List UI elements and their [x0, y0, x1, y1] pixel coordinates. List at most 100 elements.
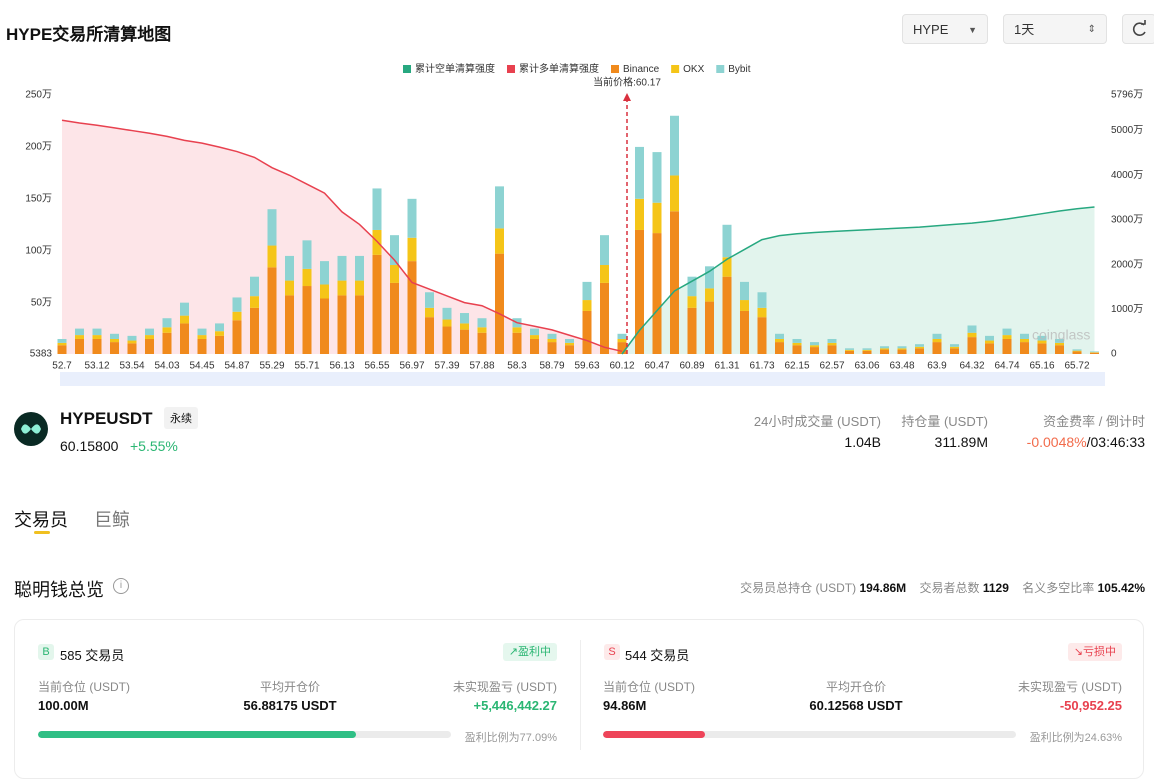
bar-segment — [373, 255, 382, 354]
price-change: +5.55% — [130, 438, 178, 454]
bar-segment — [1055, 345, 1064, 354]
bar-segment — [618, 334, 627, 339]
bar-segment — [425, 292, 434, 308]
legend-label: Binance — [623, 64, 660, 75]
bar-segment — [775, 334, 784, 339]
bar-segment — [688, 308, 697, 354]
bar-segment — [653, 203, 662, 233]
bar-segment — [653, 152, 662, 203]
bar-segment — [1073, 349, 1082, 350]
bar-segment — [408, 261, 417, 354]
bar-segment — [1090, 351, 1099, 352]
stat-label: 名义多空比率 — [1022, 581, 1094, 595]
bar-segment — [565, 345, 574, 354]
refresh-button[interactable] — [1122, 14, 1154, 44]
bar-segment — [338, 281, 347, 296]
field-label: 未实现盈亏 (USDT) — [453, 678, 557, 695]
bar-segment — [145, 335, 154, 339]
bar-segment — [233, 320, 242, 354]
field-label: 平均开仓价 — [756, 678, 956, 695]
bar-segment — [478, 327, 487, 332]
y2-tick-label: 5000万 — [1111, 125, 1143, 136]
bar-segment — [443, 320, 452, 327]
bar-segment — [968, 325, 977, 332]
bar-segment — [460, 330, 469, 354]
bar-segment — [880, 346, 889, 348]
range-slider[interactable] — [60, 372, 1105, 386]
y2-tick-label: 3000万 — [1111, 215, 1143, 226]
x-tick-label: 52.7 — [52, 361, 72, 372]
ratio-track — [38, 731, 451, 738]
bar-segment — [1073, 351, 1082, 352]
bar-segment — [600, 265, 609, 283]
bar-segment — [198, 339, 207, 354]
bar-segment — [880, 350, 889, 354]
stat-value: 105.42% — [1098, 581, 1145, 595]
bar-segment — [950, 344, 959, 347]
bar-segment — [635, 147, 644, 199]
legend-label: 累计空单清算强度 — [415, 62, 495, 75]
stat-label: 24小时成交量 (USDT) — [754, 411, 881, 430]
bar-segment — [355, 295, 364, 354]
legend-label: 累计多单清算强度 — [519, 62, 599, 75]
funding-rate: -0.0048% — [1027, 434, 1087, 450]
bar-segment — [408, 238, 417, 261]
bar-segment — [215, 336, 224, 354]
info-icon[interactable]: i — [113, 578, 129, 594]
field-label: 未实现盈亏 (USDT) — [1018, 678, 1122, 695]
x-tick-label: 65.72 — [1064, 361, 1089, 372]
bar-segment — [338, 256, 347, 281]
bar-segment — [670, 116, 679, 176]
coin-logo — [14, 412, 48, 446]
bar-segment — [688, 296, 697, 308]
field-label: 平均开仓价 — [190, 678, 390, 695]
bar-segment — [793, 339, 802, 343]
bar-segment — [635, 199, 644, 230]
tab-active[interactable]: 交易员 — [14, 506, 68, 532]
bar-segment — [425, 317, 434, 354]
bar-segment — [530, 339, 539, 354]
bar-segment — [320, 284, 329, 298]
bar-segment — [810, 347, 819, 354]
stat-value: 1.04B — [844, 434, 881, 450]
bar-segment — [828, 343, 837, 345]
bar-segment — [1090, 353, 1099, 354]
bar-segment — [740, 311, 749, 354]
bar-segment — [338, 295, 347, 354]
y2-tick-label: 4000万 — [1111, 170, 1143, 181]
bar-segment — [478, 333, 487, 354]
bar-segment — [1020, 342, 1029, 354]
bar-segment — [215, 323, 224, 331]
bar-segment — [250, 296, 259, 308]
countdown: /03:46:33 — [1087, 434, 1145, 450]
bar-segment — [898, 346, 907, 348]
x-tick-label: 54.87 — [224, 361, 249, 372]
bar-segment — [495, 254, 504, 354]
y2-tick-label: 2000万 — [1111, 259, 1143, 270]
ratio-label: 盈利比例为24.63% — [1030, 729, 1122, 745]
stat-label: 交易员总持仓 (USDT) — [740, 581, 856, 595]
stat-value: 311.89M — [935, 434, 988, 450]
price-arrow — [623, 93, 631, 101]
bar-segment — [495, 186, 504, 228]
watermark: coinglass — [1032, 327, 1090, 343]
bar-segment — [163, 333, 172, 354]
bar-segment — [268, 246, 277, 268]
symbol-select[interactable]: HYPE▼ — [902, 14, 988, 44]
x-tick-label: 61.73 — [749, 361, 774, 372]
bar-segment — [250, 277, 259, 296]
bar-segment — [285, 281, 294, 296]
bar-segment — [285, 256, 294, 281]
status: 盈利中 — [518, 646, 551, 658]
range-select[interactable]: 1天⇕ — [1003, 14, 1107, 44]
x-tick-label: 55.71 — [294, 361, 319, 372]
divider — [580, 640, 581, 750]
bar-segment — [933, 339, 942, 342]
bar-segment — [373, 188, 382, 230]
tab[interactable]: 巨鲸 — [94, 506, 130, 532]
bar-segment — [215, 331, 224, 336]
bar-segment — [75, 335, 84, 339]
bar-segment — [775, 342, 784, 354]
bar-segment — [793, 343, 802, 345]
select-value: 1天 — [1014, 22, 1034, 37]
